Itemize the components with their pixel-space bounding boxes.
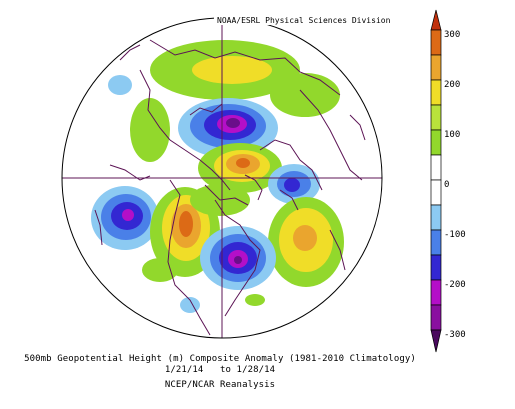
colorbar: [430, 9, 442, 353]
colorbar-segment: [430, 254, 442, 281]
colorbar-tick-label: 300: [444, 30, 461, 40]
colorbar-segment: [430, 304, 442, 331]
colorbar-tick-label: 0: [444, 180, 450, 190]
anomaly-fields: [91, 40, 344, 313]
colorbar-tick-label: -100: [444, 230, 466, 240]
colorbar-tick-label: 100: [444, 130, 461, 140]
colorbar-tick-label: 200: [444, 80, 461, 90]
colorbar-tick-label: -300: [444, 330, 466, 340]
colorbar-bottom-arrow: [430, 329, 442, 353]
colorbar-segment: [430, 129, 442, 156]
colorbar-segment: [430, 204, 442, 231]
date-range: 1/21/14 to 1/28/14: [164, 365, 276, 375]
colorbar-segment: [430, 279, 442, 306]
colorbar-segment: [430, 104, 442, 131]
colorbar-segment: [430, 29, 442, 56]
colorbar-segment: [430, 79, 442, 106]
dataset-label: NCEP/NCAR Reanalysis: [164, 380, 276, 390]
colorbar-tick-label: -200: [444, 280, 466, 290]
colorbar-segment: [430, 179, 442, 206]
credit-label: NOAA/ESRL Physical Sciences Division: [214, 16, 394, 25]
colorbar-segment: [430, 229, 442, 256]
coastlines: [94, 39, 366, 336]
colorbar-top-arrow: [430, 9, 442, 31]
colorbar-segment: [430, 154, 442, 181]
map-title: 500mb Geopotential Height (m) Composite …: [24, 354, 416, 364]
colorbar-segment: [430, 54, 442, 81]
